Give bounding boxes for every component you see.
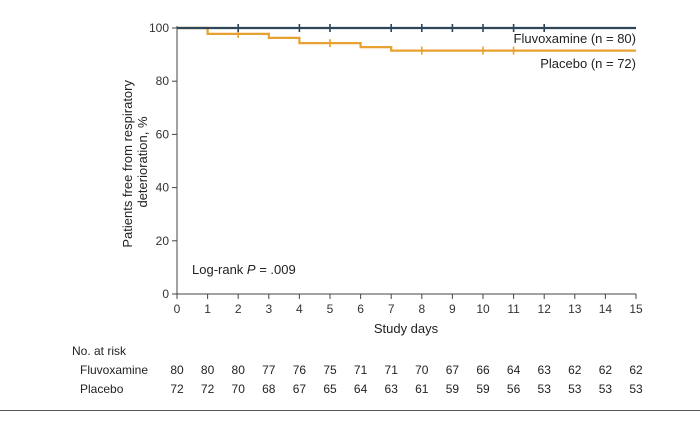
risk-value: 64	[507, 363, 521, 377]
risk-value: 67	[446, 363, 460, 377]
legend: Fluvoxamine (n = 80) Placebo (n = 72)	[514, 31, 636, 71]
risk-value: 70	[415, 363, 429, 377]
risk-value: 62	[568, 363, 582, 377]
risk-value: 80	[170, 363, 184, 377]
y-tick-label: 40	[156, 181, 170, 195]
risk-value: 71	[354, 363, 368, 377]
risk-value: 72	[201, 382, 215, 396]
y-tick-label: 60	[156, 127, 170, 141]
x-tick-label: 10	[476, 302, 490, 316]
risk-value: 61	[415, 382, 429, 396]
y-tick-label: 0	[162, 287, 169, 301]
risk-value: 53	[599, 382, 613, 396]
y-tick-label: 20	[156, 234, 170, 248]
legend-label: Fluvoxamine (n = 80)	[514, 31, 636, 46]
x-tick-label: 9	[449, 302, 456, 316]
risk-value: 59	[476, 382, 490, 396]
y-tick-label: 80	[156, 74, 170, 88]
x-tick-label: 15	[629, 302, 643, 316]
risk-value: 75	[323, 363, 337, 377]
x-tick-label: 2	[235, 302, 242, 316]
risk-value: 66	[476, 363, 490, 377]
risk-value: 62	[599, 363, 613, 377]
risk-value: 80	[201, 363, 215, 377]
x-tick-label: 5	[327, 302, 334, 316]
risk-value: 59	[446, 382, 460, 396]
series-line	[177, 26, 636, 52]
risk-value: 63	[538, 363, 552, 377]
x-tick-label: 3	[265, 302, 272, 316]
risk-value: 70	[232, 382, 246, 396]
y-axis-label: Patients free from respiratory deteriora…	[120, 76, 150, 247]
risk-table: Fluvoxamine 80 80 80 77 76 75 71 71 70 67 66 64 63 62 6…	[80, 363, 643, 396]
risk-value: 80	[232, 363, 246, 377]
risk-table-title: No. at risk	[72, 344, 127, 358]
risk-value: 72	[170, 382, 184, 396]
risk-value: 53	[629, 382, 643, 396]
x-axis-label: Study days	[374, 321, 439, 336]
x-tick-label: 14	[599, 302, 613, 316]
log-rank-annotation: Log-rank P = .009	[192, 262, 296, 277]
risk-value: 68	[262, 382, 276, 396]
x-tick-label: 8	[418, 302, 425, 316]
x-tick-label: 0	[174, 302, 181, 316]
risk-value: 65	[323, 382, 337, 396]
y-tick-label: 100	[149, 21, 169, 35]
risk-value: 56	[507, 382, 521, 396]
risk-row-label: Placebo	[80, 382, 124, 396]
risk-value: 67	[293, 382, 307, 396]
x-tick-label: 1	[204, 302, 211, 316]
risk-value: 62	[629, 363, 643, 377]
x-tick-label: 13	[568, 302, 582, 316]
risk-value: 77	[262, 363, 276, 377]
series-layer	[177, 24, 636, 55]
risk-value: 53	[538, 382, 552, 396]
legend-label: Placebo (n = 72)	[540, 56, 636, 71]
risk-value: 64	[354, 382, 368, 396]
risk-value: 63	[385, 382, 399, 396]
x-tick-label: 4	[296, 302, 303, 316]
divider	[0, 410, 700, 411]
x-tick-label: 12	[538, 302, 552, 316]
x-tick-label: 6	[357, 302, 364, 316]
risk-row-label: Fluvoxamine	[80, 363, 148, 377]
x-tick-label: 7	[388, 302, 395, 316]
risk-value: 71	[385, 363, 399, 377]
x-tick-label: 11	[507, 302, 520, 316]
risk-value: 76	[293, 363, 307, 377]
risk-value: 53	[568, 382, 582, 396]
